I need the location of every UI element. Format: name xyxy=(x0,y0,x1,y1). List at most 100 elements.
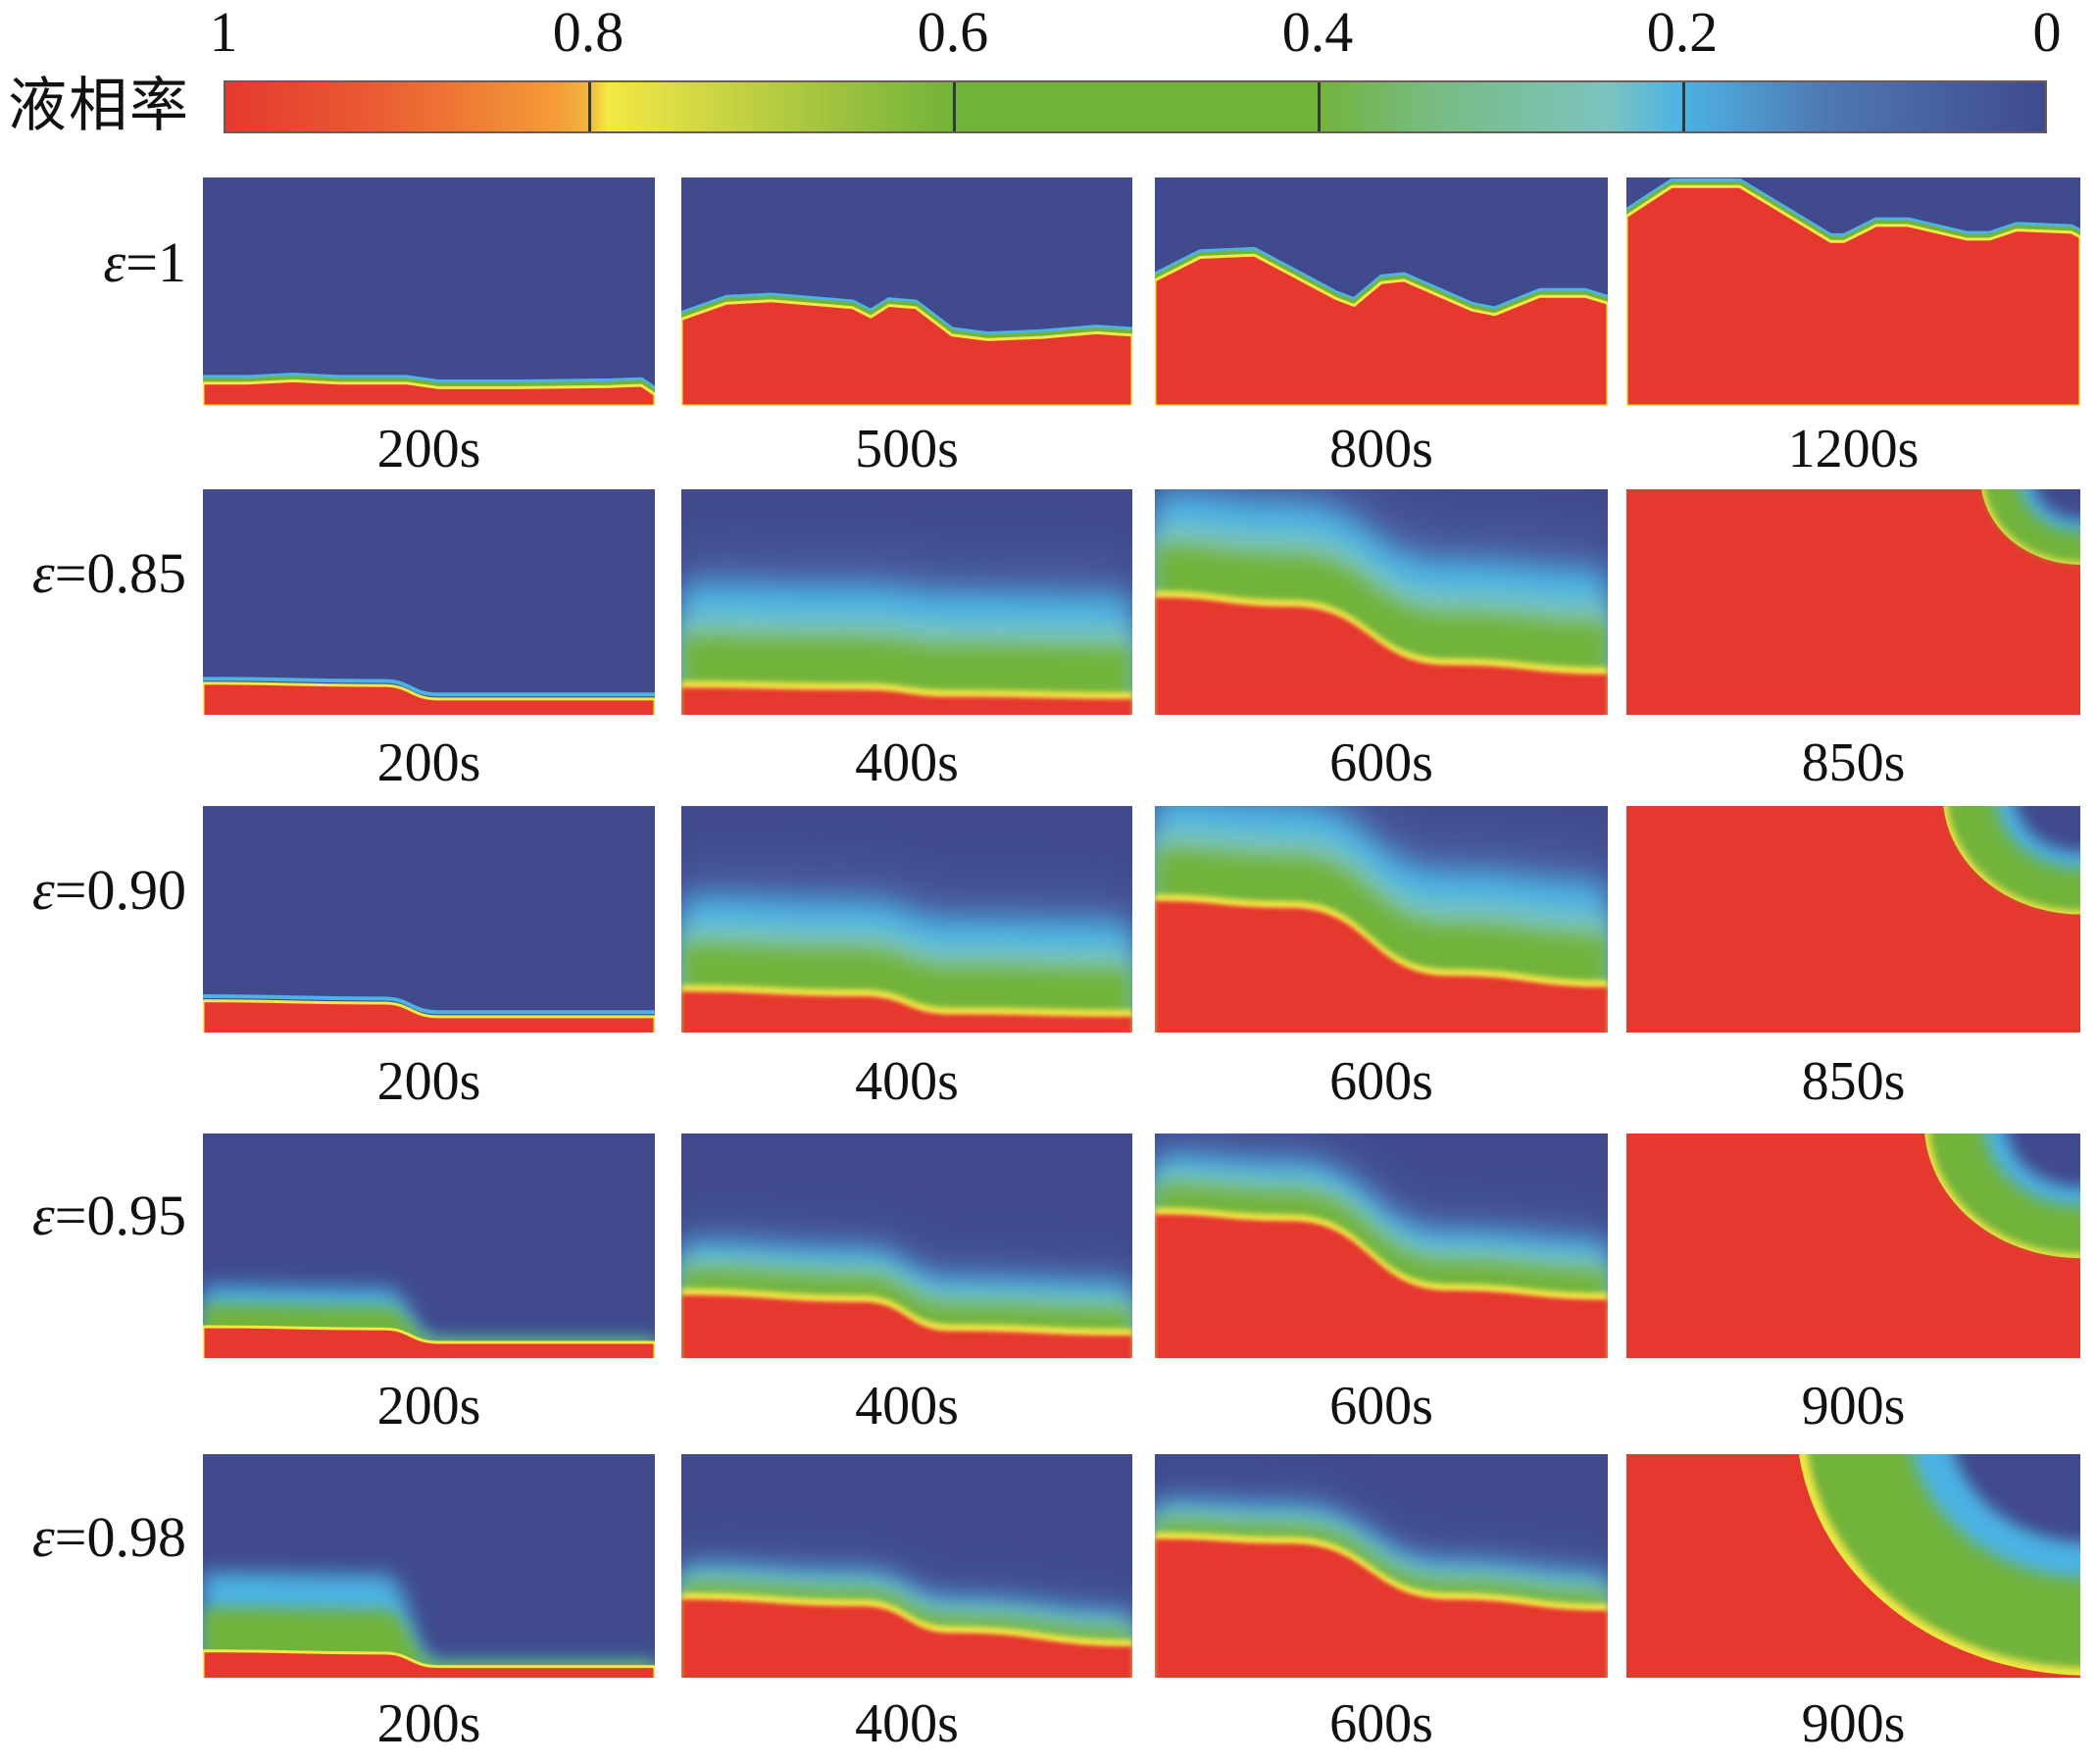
simulation-panel xyxy=(1626,1134,2080,1358)
time-label: 200s xyxy=(376,419,481,479)
simulation-panel xyxy=(681,1454,1132,1678)
solid-region xyxy=(2016,806,2080,852)
time-label: 200s xyxy=(376,732,481,793)
time-label: 400s xyxy=(855,732,959,793)
solid-region xyxy=(203,177,655,406)
porosity-row-label: ε=0.85 xyxy=(32,544,186,603)
colorbar-tick-label: 1 xyxy=(209,0,238,64)
porosity-row-label: ε=0.95 xyxy=(32,1186,186,1245)
time-label: 400s xyxy=(855,1693,959,1754)
simulation-panel xyxy=(681,177,1132,406)
mushy-zone-edge xyxy=(1626,178,2080,238)
mushy-zone-edge xyxy=(1155,246,1608,312)
time-label: 200s xyxy=(376,1693,481,1754)
simulation-panel xyxy=(203,1454,655,1678)
solid-region xyxy=(1954,1454,2080,1543)
colorbar-tick-label: 0.4 xyxy=(1281,0,1354,64)
porosity-row-label: ε=1 xyxy=(103,233,186,292)
liquid-region xyxy=(203,1649,655,1678)
time-label: 900s xyxy=(1801,1376,1906,1436)
time-label: 600s xyxy=(1329,1376,1433,1436)
epsilon-value: =1 xyxy=(125,230,186,294)
time-label: 850s xyxy=(1801,732,1906,793)
epsilon-value: =0.85 xyxy=(54,541,186,605)
liquid-region xyxy=(1155,597,1608,715)
simulation-panel xyxy=(203,1134,655,1358)
liquid-region xyxy=(681,1294,1132,1358)
simulation-panel xyxy=(681,1134,1132,1358)
time-label: 400s xyxy=(855,1051,959,1112)
liquid-region xyxy=(1155,1214,1608,1358)
time-label: 200s xyxy=(376,1376,481,1436)
epsilon-symbol: ε xyxy=(31,1184,55,1247)
liquid-region xyxy=(1155,1538,1608,1678)
solid-region xyxy=(203,806,655,1033)
time-label: 800s xyxy=(1329,419,1433,479)
colorbar-legend: 1 0.8 0.6 0.4 0.2 0 液相率 xyxy=(0,0,2096,147)
colorbar-title: 液相率 xyxy=(8,72,190,140)
simulation-panel xyxy=(681,806,1132,1033)
simulation-panel xyxy=(203,177,655,406)
time-label: 500s xyxy=(855,419,959,479)
mushy-zone xyxy=(1626,181,2080,241)
liquid-region xyxy=(203,681,655,715)
colorbar-divider xyxy=(1682,82,1685,131)
simulation-panel xyxy=(203,489,655,715)
colorbar-gradient xyxy=(224,80,2047,133)
liquid-region xyxy=(681,299,1132,406)
time-label: 600s xyxy=(1329,1693,1433,1754)
simulation-panel xyxy=(1155,489,1608,715)
porosity-row-label: ε=0.90 xyxy=(32,861,186,920)
liquid-region xyxy=(681,687,1132,715)
simulation-panel xyxy=(1155,177,1608,406)
mushy-zone-edge xyxy=(203,677,655,697)
simulation-panel xyxy=(1626,489,2080,715)
colorbar-tick-label: 0.8 xyxy=(552,0,624,64)
liquid-region xyxy=(203,378,655,406)
liquid-region xyxy=(681,1599,1132,1678)
time-label: 400s xyxy=(855,1376,959,1436)
epsilon-symbol: ε xyxy=(103,230,126,294)
time-label: 900s xyxy=(1801,1693,1906,1754)
simulation-panel xyxy=(1155,806,1608,1033)
mushy-zone xyxy=(1155,249,1608,315)
liquid-region xyxy=(1626,184,2080,406)
mushy-zone-edge xyxy=(203,994,655,1015)
epsilon-value: =0.98 xyxy=(54,1505,186,1569)
liquid-region xyxy=(203,1325,655,1358)
colorbar-divider xyxy=(1318,82,1321,131)
liquid-region xyxy=(1155,253,1608,406)
mushy-zone-edge xyxy=(203,373,655,391)
mushy-zone xyxy=(681,295,1132,340)
mushy-zone xyxy=(203,376,655,394)
colorbar-divider xyxy=(588,82,591,131)
colorbar-divider xyxy=(953,82,956,131)
simulation-panel xyxy=(1155,1134,1608,1358)
colorbar-tick-label: 0.2 xyxy=(1646,0,1719,64)
simulation-panel xyxy=(203,806,655,1033)
colorbar-tick-label: 0.6 xyxy=(917,0,989,64)
solid-region xyxy=(2034,489,2080,520)
epsilon-symbol: ε xyxy=(31,1505,55,1569)
time-label: 1200s xyxy=(1787,419,1920,479)
epsilon-symbol: ε xyxy=(31,858,55,922)
time-label: 600s xyxy=(1329,1051,1433,1112)
time-label: 200s xyxy=(376,1051,481,1112)
colorbar-tick-label: 0 xyxy=(2032,0,2062,64)
liquid-region xyxy=(203,999,655,1033)
simulation-panel xyxy=(1155,1454,1608,1678)
epsilon-value: =0.90 xyxy=(54,858,186,922)
epsilon-value: =0.95 xyxy=(54,1184,186,1247)
epsilon-symbol: ε xyxy=(31,541,55,605)
mushy-zone-edge xyxy=(681,292,1132,337)
simulation-panel xyxy=(1626,1454,2080,1678)
solid-region xyxy=(2006,1134,2080,1188)
porosity-row-label: ε=0.98 xyxy=(32,1508,186,1567)
solid-region xyxy=(203,489,655,715)
time-label: 600s xyxy=(1329,732,1433,793)
simulation-panel xyxy=(681,489,1132,715)
simulation-panel xyxy=(1626,177,2080,406)
liquid-region xyxy=(1155,901,1608,1033)
simulation-panel xyxy=(1626,806,2080,1033)
time-label: 850s xyxy=(1801,1051,1906,1112)
